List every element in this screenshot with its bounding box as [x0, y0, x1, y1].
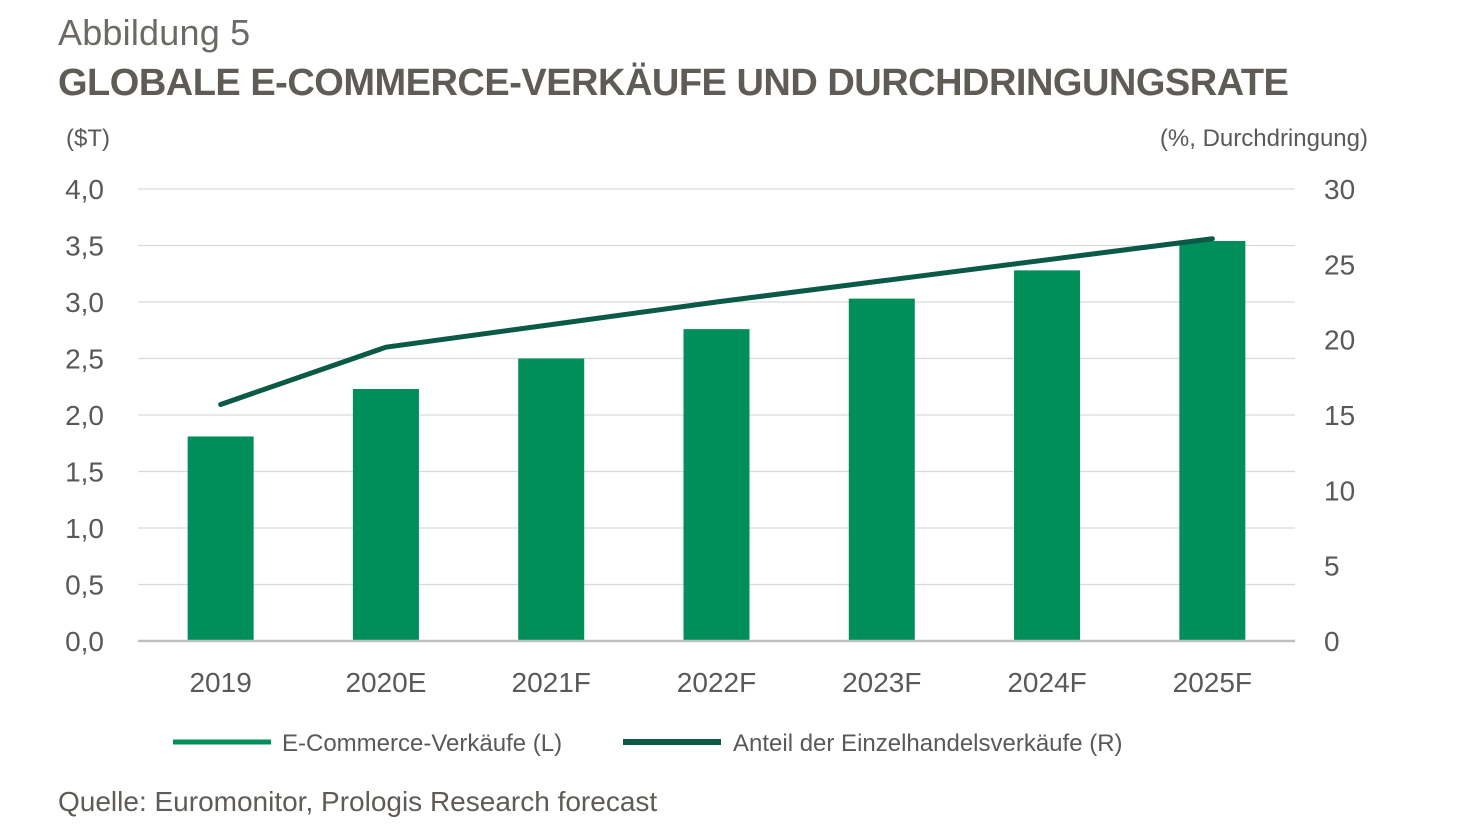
bar — [1014, 270, 1081, 641]
left-axis-unit: ($T) — [66, 125, 110, 152]
axis-labels: 0,0 0,5 1,0 1,5 2,0 2,5 3,0 3,5 4,0 0 5 10 15 20 25 30 (… — [65, 125, 1368, 698]
right-tick-label: 30 — [1324, 174, 1355, 205]
category-label: 2021F — [512, 667, 591, 698]
bar — [848, 298, 915, 641]
left-tick-label: 4,0 — [65, 174, 104, 205]
left-tick-label: 1,0 — [65, 513, 104, 544]
bar — [518, 358, 585, 641]
right-tick-label: 5 — [1324, 551, 1340, 582]
left-tick-label: 3,5 — [65, 231, 104, 262]
category-label: 2020E — [345, 667, 426, 698]
legend-label-line: Anteil der Einzelhandelsverkäufe (R) — [733, 730, 1123, 757]
right-tick-label: 15 — [1324, 400, 1355, 431]
category-label: 2023F — [842, 667, 921, 698]
right-tick-label: 10 — [1324, 475, 1355, 506]
left-tick-label: 0,0 — [65, 626, 104, 657]
right-axis-unit: (%, Durchdringung) — [1160, 125, 1368, 152]
bars — [187, 240, 1246, 642]
right-tick-label: 25 — [1324, 249, 1355, 280]
left-tick-label: 1,5 — [65, 457, 104, 488]
left-tick-label: 3,0 — [65, 287, 104, 318]
legend: E-Commerce-Verkäufe (L) Anteil der Einzel… — [173, 730, 1123, 757]
category-label: 2025F — [1173, 667, 1252, 698]
bar — [352, 389, 419, 641]
right-tick-label: 20 — [1324, 325, 1355, 356]
left-tick-label: 0,5 — [65, 570, 104, 601]
figure-number: Abbildung 5 — [58, 12, 251, 53]
bar — [187, 436, 254, 641]
source-note: Quelle: Euromonitor, Prologis Research f… — [58, 786, 658, 817]
left-tick-label: 2,5 — [65, 344, 104, 375]
bar — [1179, 240, 1246, 642]
penetration-line — [218, 236, 1215, 407]
category-label: 2019 — [189, 667, 251, 698]
category-label: 2022F — [677, 667, 756, 698]
bar — [683, 329, 750, 641]
category-label: 2024F — [1007, 667, 1086, 698]
legend-label-bar: E-Commerce-Verkäufe (L) — [282, 730, 562, 757]
chart-title: GLOBALE E-COMMERCE-VERKÄUFE UND DURCHDRI… — [58, 62, 1289, 104]
left-tick-label: 2,0 — [65, 400, 104, 431]
right-tick-label: 0 — [1324, 626, 1340, 657]
